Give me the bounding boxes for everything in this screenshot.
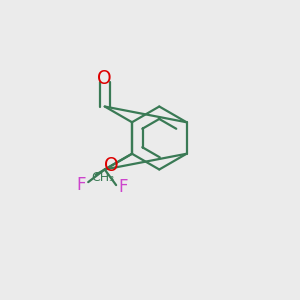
- Text: F: F: [118, 178, 128, 196]
- Text: O: O: [104, 156, 119, 175]
- Text: F: F: [77, 176, 86, 194]
- Text: CH₃: CH₃: [91, 171, 114, 184]
- Text: O: O: [98, 68, 112, 88]
